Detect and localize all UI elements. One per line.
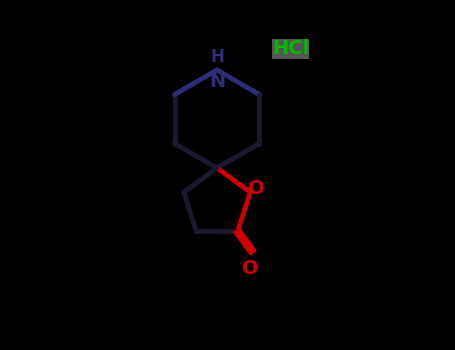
Text: O: O bbox=[248, 179, 265, 198]
Text: HCl: HCl bbox=[272, 40, 309, 58]
FancyBboxPatch shape bbox=[272, 39, 308, 59]
Text: N: N bbox=[209, 72, 225, 91]
Text: H: H bbox=[210, 48, 224, 66]
Text: O: O bbox=[243, 259, 259, 278]
